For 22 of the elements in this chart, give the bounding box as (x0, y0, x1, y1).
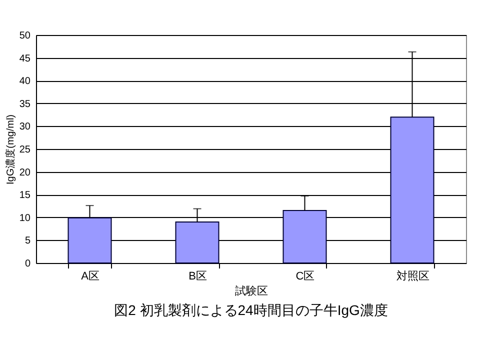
bar (175, 221, 220, 264)
y-tick-label: 30 (19, 122, 31, 133)
y-tick-label: 0 (24, 258, 31, 270)
x-tick-label: C区 (296, 270, 315, 282)
bar (68, 217, 112, 264)
x-tick-label: A区 (81, 270, 100, 282)
y-tick-label: 40 (19, 76, 31, 88)
bar (282, 210, 327, 264)
y-tick-label: 10 (19, 212, 31, 224)
y-tick-label: 15 (19, 190, 31, 202)
y-tick-label: 35 (19, 98, 31, 110)
bar (390, 116, 434, 264)
y-axis-title: IgG濃度(mg/ml) (4, 114, 16, 184)
y-tick-label: 25 (19, 144, 31, 156)
x-tick-label: 対照区 (396, 270, 430, 282)
y-tick-label: 5 (24, 236, 31, 247)
x-axis-title: 試験区 (235, 284, 268, 298)
text: 図2 初乳製剤による24時間目の子牛IgG濃度 (114, 302, 388, 318)
x-tick-label: B区 (188, 270, 207, 282)
y-tick-label: 45 (19, 53, 31, 64)
y-tick-label: 50 (19, 30, 31, 42)
y-tick-label: 20 (19, 167, 31, 178)
